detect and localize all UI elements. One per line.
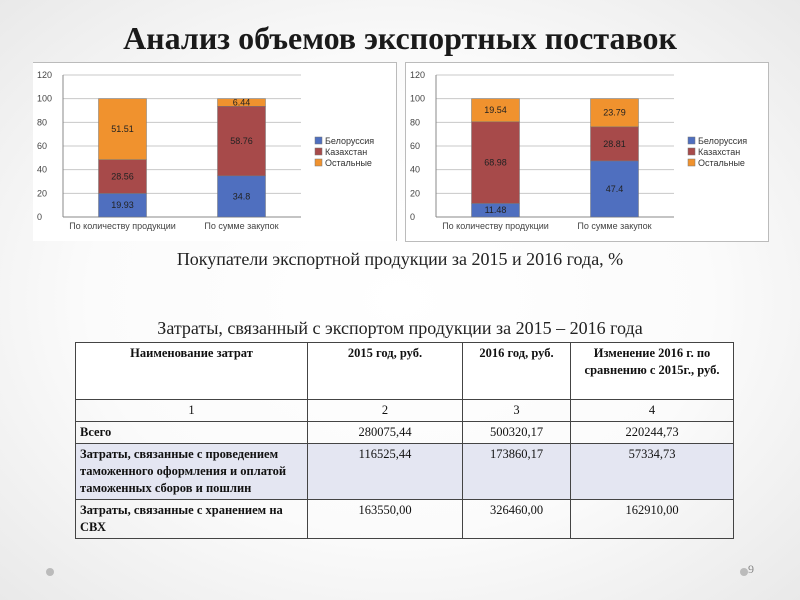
legend-swatch xyxy=(687,158,696,167)
row-value: 162910,00 xyxy=(570,499,734,539)
data-label: 47.4 xyxy=(606,184,624,194)
y-tick-label: 100 xyxy=(37,94,52,104)
row-value: 173860,17 xyxy=(462,443,571,500)
header-change: Изменение 2016 г. по сравнению с 2015г.,… xyxy=(570,342,734,400)
index-cell: 1 xyxy=(75,399,308,422)
data-label: 19.93 xyxy=(111,200,134,210)
y-tick-label: 80 xyxy=(410,117,420,127)
decor-dot-left xyxy=(46,568,54,576)
x-tick-label: По количеству продукции xyxy=(69,221,176,231)
data-label: 28.56 xyxy=(111,172,134,182)
legend-label: Казахстан xyxy=(325,147,367,157)
table-row: Затраты, связанные с проведением таможен… xyxy=(75,443,734,500)
data-label: 19.54 xyxy=(484,105,507,115)
legend-label: Белоруссия xyxy=(698,136,747,146)
row-value: 500320,17 xyxy=(462,421,571,444)
decor-dot-right xyxy=(740,568,748,576)
y-tick-label: 120 xyxy=(37,70,52,80)
header-2015: 2015 год, руб. xyxy=(307,342,463,400)
legend-swatch xyxy=(314,136,323,145)
index-cell: 2 xyxy=(307,399,463,422)
stacked-bar-chart-2016: 0 20 40 60 80 100 120 11.48 68.98 19.54 По количес… xyxy=(410,70,747,231)
legend-swatch xyxy=(687,136,696,145)
chart-2015-panel: 0 20 40 60 80 100 120 19.93 28.56 51.51 По количес… xyxy=(33,62,397,241)
data-label: 28.81 xyxy=(603,139,626,149)
data-label: 34.8 xyxy=(233,191,251,201)
index-cell: 3 xyxy=(462,399,571,422)
costs-table-title: Затраты, связанный с экспортом продукции… xyxy=(157,318,643,338)
data-label: 58.76 xyxy=(230,136,253,146)
header-cost-name: Наименование затрат xyxy=(75,342,308,400)
stacked-bar-chart-2015: 0 20 40 60 80 100 120 19.93 28.56 51.51 По количес… xyxy=(37,70,374,231)
row-value: 163550,00 xyxy=(307,499,463,539)
legend-label: Остальные xyxy=(698,158,745,168)
row-value: 280075,44 xyxy=(307,421,463,444)
row-value: 220244,73 xyxy=(570,421,734,444)
y-tick-label: 60 xyxy=(410,141,420,151)
buyers-caption: Покупатели экспортной продукции за 2015 … xyxy=(176,249,624,269)
page-number: 9 xyxy=(748,562,754,576)
bar-segment xyxy=(98,159,147,194)
row-value: 57334,73 xyxy=(570,443,734,500)
data-label: 11.48 xyxy=(485,205,507,215)
table-row: Затраты, связанные с хранением на СВХ 16… xyxy=(75,499,734,539)
bar-segment xyxy=(590,160,639,218)
y-tick-label: 40 xyxy=(410,165,420,175)
index-cell: 4 xyxy=(570,399,734,422)
y-tick-label: 20 xyxy=(410,188,420,198)
table-index-row: 1 2 3 4 xyxy=(75,399,734,422)
legend-swatch xyxy=(687,147,696,156)
row-value: 326460,00 xyxy=(462,499,571,539)
data-label: 68.98 xyxy=(484,158,507,168)
y-tick-label: 0 xyxy=(410,212,415,222)
table-header-row: Наименование затрат 2015 год, руб. 2016 … xyxy=(75,342,734,400)
x-tick-label: По сумме закупок xyxy=(204,221,278,231)
export-costs-table: Наименование затрат 2015 год, руб. 2016 … xyxy=(75,342,734,539)
chart-2016-panel: 0 20 40 60 80 100 120 11.48 68.98 19.54 По количес… xyxy=(405,62,769,242)
row-label: Затраты, связанные с хранением на СВХ xyxy=(75,499,308,539)
bar-segment xyxy=(590,98,639,128)
data-label: 51.51 xyxy=(111,124,134,134)
y-tick-label: 80 xyxy=(37,117,47,127)
legend-label: Белоруссия xyxy=(325,136,374,146)
y-tick-label: 120 xyxy=(410,70,425,80)
y-tick-label: 40 xyxy=(37,165,47,175)
data-label: 23.79 xyxy=(603,108,626,118)
bar-segment xyxy=(217,98,266,107)
row-value: 116525,44 xyxy=(307,443,463,500)
legend-swatch xyxy=(314,158,323,167)
row-label: Всего xyxy=(75,421,308,444)
y-tick-label: 0 xyxy=(37,212,42,222)
table-row: Всего 280075,44 500320,17 220244,73 xyxy=(75,421,734,444)
bar-segment xyxy=(590,126,639,162)
y-tick-label: 60 xyxy=(37,141,47,151)
row-label: Затраты, связанные с проведением таможен… xyxy=(75,443,308,500)
x-tick-label: По количеству продукции xyxy=(442,221,549,231)
slide-title: Анализ объемов экспортных поставок xyxy=(123,20,677,56)
legend-label: Остальные xyxy=(325,158,372,168)
header-2016: 2016 год, руб. xyxy=(462,342,571,400)
data-label: 6.44 xyxy=(233,98,251,108)
legend-label: Казахстан xyxy=(698,147,740,157)
x-tick-label: По сумме закупок xyxy=(577,221,651,231)
y-tick-label: 100 xyxy=(410,94,425,104)
y-tick-label: 20 xyxy=(37,188,47,198)
bar-segment xyxy=(471,98,520,123)
bar-segment xyxy=(98,98,147,160)
legend-swatch xyxy=(314,147,323,156)
